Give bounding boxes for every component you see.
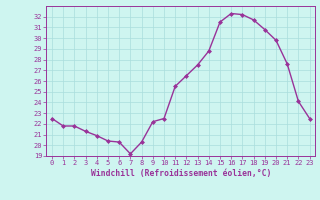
X-axis label: Windchill (Refroidissement éolien,°C): Windchill (Refroidissement éolien,°C) [91, 169, 271, 178]
